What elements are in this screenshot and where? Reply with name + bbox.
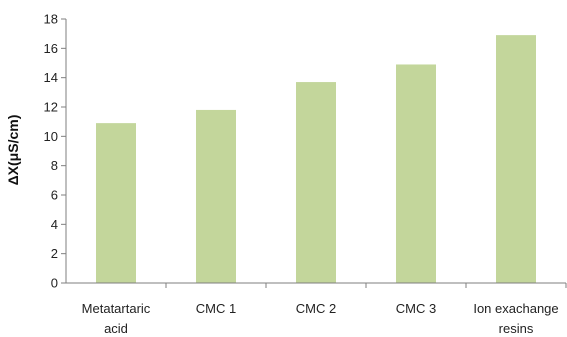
y-tick-label: 14: [44, 70, 58, 85]
bar: [496, 35, 536, 284]
y-tick-label: 8: [51, 158, 58, 173]
x-axis-labels: Metatartaric acid CMC 1 CMC 2 CMC 3 Ion exach…: [82, 283, 567, 336]
bar: [96, 123, 136, 283]
y-tick-label: 16: [44, 41, 58, 56]
y-tick-label: 18: [44, 12, 58, 27]
bars: [96, 35, 536, 284]
y-axis: 0 2 4 6 8 10 12 14 16 18: [44, 12, 66, 291]
y-tick-label: 12: [44, 100, 58, 115]
x-tick-label: Ion exachange resins: [473, 301, 558, 336]
y-tick-label: 2: [51, 246, 58, 261]
y-tick-label: 4: [51, 217, 58, 232]
y-tick-label: 0: [51, 276, 58, 291]
x-tick-label: CMC 2: [296, 301, 336, 316]
x-tick-label: Metatartaric acid: [82, 301, 151, 336]
x-tick-label: CMC 1: [196, 301, 236, 316]
y-tick-label: 10: [44, 129, 58, 144]
y-tick-label: 6: [51, 188, 58, 203]
bar: [296, 82, 336, 283]
y-axis-title: ΔX(μS/cm): [5, 115, 21, 186]
bar: [396, 64, 436, 283]
x-tick-label: CMC 3: [396, 301, 436, 316]
bar: [196, 109, 236, 283]
